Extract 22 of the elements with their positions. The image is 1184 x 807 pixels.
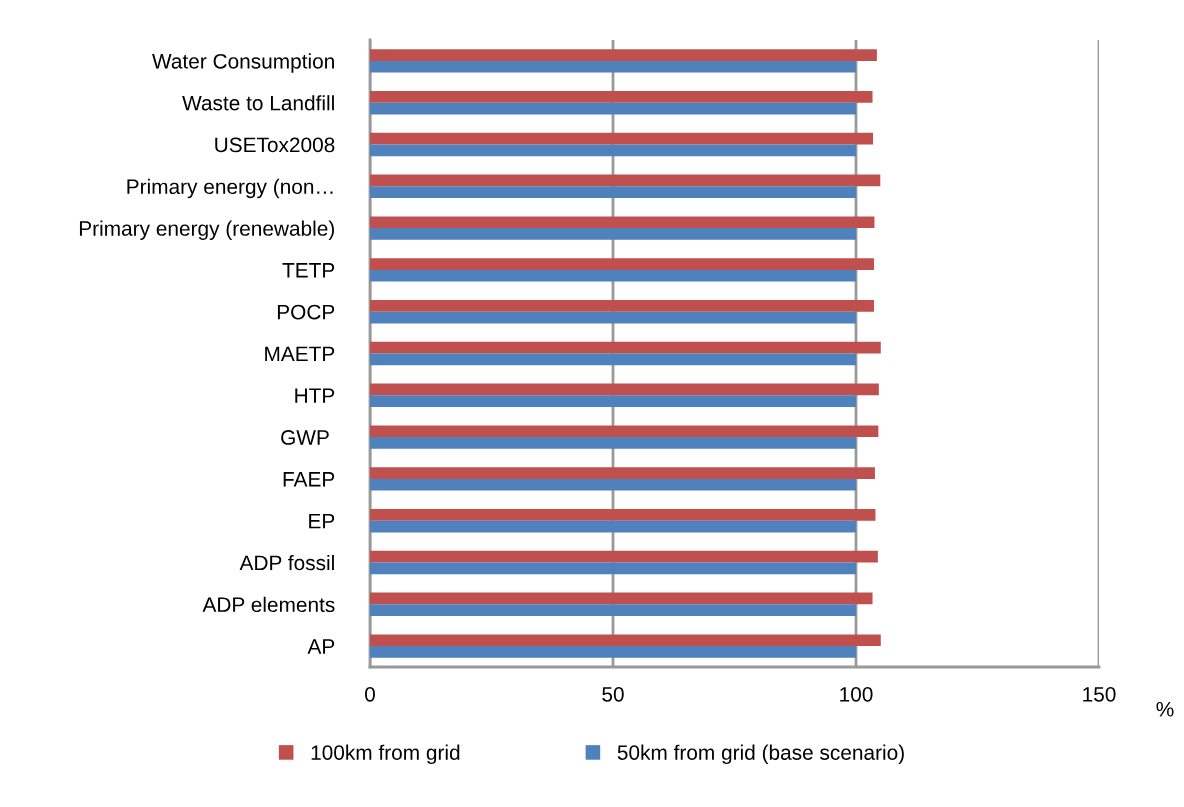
y-tick-label: Water Consumption — [152, 53, 334, 73]
x-tick-label: 50 — [602, 686, 624, 702]
y-tick-label: EP — [309, 513, 335, 529]
legend-label: 100km from grid — [311, 744, 460, 765]
y-tick-label: POCP — [277, 304, 335, 320]
y-tick-label: FAEP — [283, 472, 335, 487]
y-tick-label: HTP — [295, 388, 335, 403]
y-tick-label: USETox2008 — [215, 137, 335, 153]
y-tick-label: AP — [307, 639, 335, 654]
y-tick-label: GWP — [281, 430, 329, 445]
y-tick-label: TETP — [282, 263, 335, 278]
y-tick-label: Primary energy (non… — [127, 178, 333, 199]
y-tick-label: Primary energy (renewable) — [79, 220, 334, 240]
x-tick-label: 100 — [840, 686, 873, 702]
x-tick-label: 0 — [365, 686, 375, 702]
x-axis-title: % — [1156, 701, 1174, 717]
x-tick-label: 150 — [1083, 686, 1116, 702]
y-tick-label: MAETP — [265, 346, 335, 362]
legend-label: 50km from grid (base scenario) — [617, 744, 904, 765]
y-tick-label: Waste to Landfill — [182, 95, 334, 111]
y-tick-label: ADP elements — [202, 596, 335, 613]
y-tick-label: ADP fossil — [239, 554, 334, 571]
